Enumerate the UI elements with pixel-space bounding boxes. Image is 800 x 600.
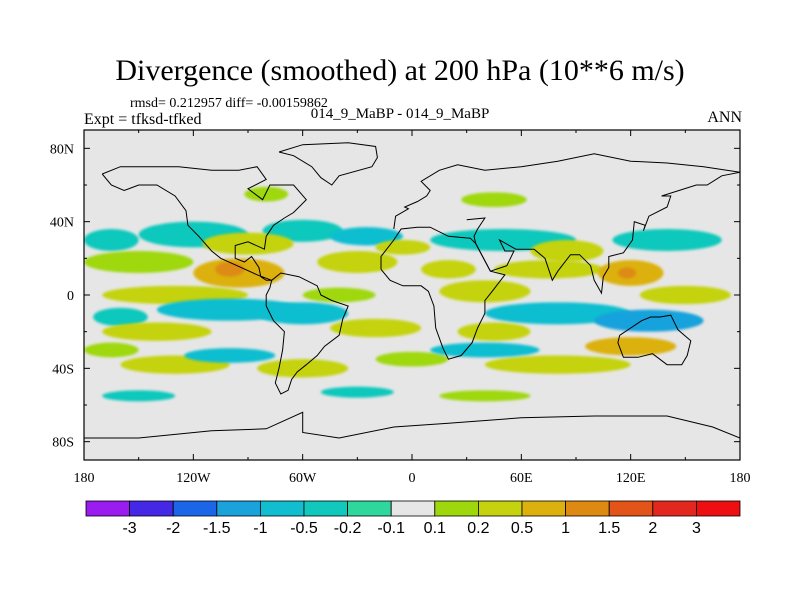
coastline (380, 226, 506, 360)
field-layer (84, 186, 731, 402)
y-tick-label: 40N (50, 216, 74, 231)
field-contour-blob (184, 348, 276, 363)
colorbar-label: -0.5 (290, 520, 318, 537)
field-contour-blob (585, 337, 677, 356)
field-contour-blob (102, 322, 212, 341)
colorbar-swatch (129, 500, 174, 517)
y-tick-label: 80S (52, 436, 74, 451)
colorbar-label: 2 (648, 520, 657, 537)
colorbar-label: -1 (253, 520, 267, 537)
colorbar-label: -1.5 (203, 520, 231, 537)
field-contour-blob (320, 386, 394, 398)
field-contour-blob (375, 240, 431, 255)
field-contour-blob (93, 307, 148, 327)
field-contour-blob (84, 342, 139, 358)
colorbar-label: 1.5 (598, 520, 620, 537)
colorbar-swatch (565, 500, 610, 517)
field-contour-blob (102, 390, 176, 402)
y-tick-label: 0 (67, 289, 74, 304)
colorbar-swatch (303, 500, 348, 517)
field-contour-blob (639, 285, 731, 305)
field-contour-blob (457, 322, 531, 341)
colorbar-swatch (652, 500, 697, 517)
field-contour-blob (317, 251, 398, 273)
x-tick-label: 120E (616, 471, 646, 486)
field-contour-blob (302, 287, 376, 303)
season-label: ANN (707, 109, 742, 126)
colorbar-swatch (390, 500, 436, 517)
field-contour-blob (530, 240, 604, 262)
y-tick-label: 40S (52, 362, 74, 377)
coastline (278, 142, 378, 186)
colorbar-label: -0.1 (377, 520, 405, 537)
coastline (393, 153, 740, 230)
x-tick-label: 0 (409, 471, 416, 486)
coastline (466, 171, 740, 295)
colorbar-swatch (608, 500, 654, 517)
field-contour-blob (430, 342, 540, 358)
rmsd-diff-text: rmsd= 0.212957 diff= -0.00159862 (130, 96, 328, 111)
experiment-names: 014_9_MaBP - 014_9_MaBP (310, 106, 490, 122)
expt-text: Expt = tfksd-tfked (84, 111, 202, 128)
coastline (101, 166, 307, 281)
coastline (84, 411, 740, 439)
chart-title: Divergence (smoothed) at 200 hPa (10**6 … (115, 54, 685, 87)
coastline-layer (84, 142, 740, 439)
field-contour-blob (84, 229, 139, 251)
colorbar-swatch (259, 500, 305, 517)
field-contour-blob (257, 359, 349, 378)
field-contour-blob (330, 318, 422, 338)
x-tick-label: 180 (730, 471, 751, 486)
colorbar-label: 1 (561, 520, 570, 537)
field-contour-blob (421, 260, 476, 279)
y-tick-label: 80N (50, 142, 74, 157)
colorbar-label: 0.1 (424, 520, 446, 537)
x-tick-label: 60E (510, 471, 533, 486)
field-contour-blob (84, 251, 194, 273)
colorbar-swatch (172, 500, 218, 517)
colorbar: -3 -2 -1.5 -1 -0.5 -0.2 -0.1 0.1 0.2 0.5 1 1.5 2 3 (85, 500, 741, 537)
colorbar-label: 3 (692, 520, 701, 537)
field-contour-blob (244, 186, 289, 202)
x-axis: 180 120W 60W 0 60E 120E 180 (74, 130, 751, 486)
field-contour-blob (612, 229, 722, 251)
colorbar-swatch (434, 500, 479, 517)
field-contour-blob (215, 262, 245, 277)
colorbar-swatch (477, 500, 523, 517)
field-contour-blob (461, 192, 527, 208)
colorbar-swatch (85, 500, 130, 517)
y-axis: 80N 40N 0 40S 80S (50, 142, 740, 451)
field-contour-blob (375, 351, 449, 367)
colorbar-swatch (696, 500, 741, 517)
colorbar-swatch (347, 500, 392, 517)
coastline (265, 272, 349, 395)
field-contour-blob (439, 280, 531, 303)
colorbar-label: 0.2 (467, 520, 489, 537)
colorbar-label: -3 (122, 520, 136, 537)
field-contour-blob (257, 302, 349, 325)
field-contour-blob (262, 219, 343, 242)
field-contour-blob (439, 390, 531, 402)
colorbar-label: -2 (166, 520, 180, 537)
field-contour-blob (330, 227, 403, 246)
colorbar-label: -0.2 (334, 520, 362, 537)
field-contour-blob (617, 267, 637, 279)
field-contour-blob (484, 355, 631, 374)
colorbar-label: 0.5 (511, 520, 533, 537)
x-tick-label: 120W (176, 471, 211, 486)
field-contour-blob (202, 232, 294, 255)
field-contour-blob (484, 302, 631, 325)
field-contour-blob (594, 309, 704, 332)
x-tick-label: 60W (289, 471, 317, 486)
coastline (617, 314, 692, 366)
colorbar-swatch (521, 500, 566, 517)
colorbar-swatch (216, 500, 261, 517)
x-tick-label: 180 (74, 471, 95, 486)
